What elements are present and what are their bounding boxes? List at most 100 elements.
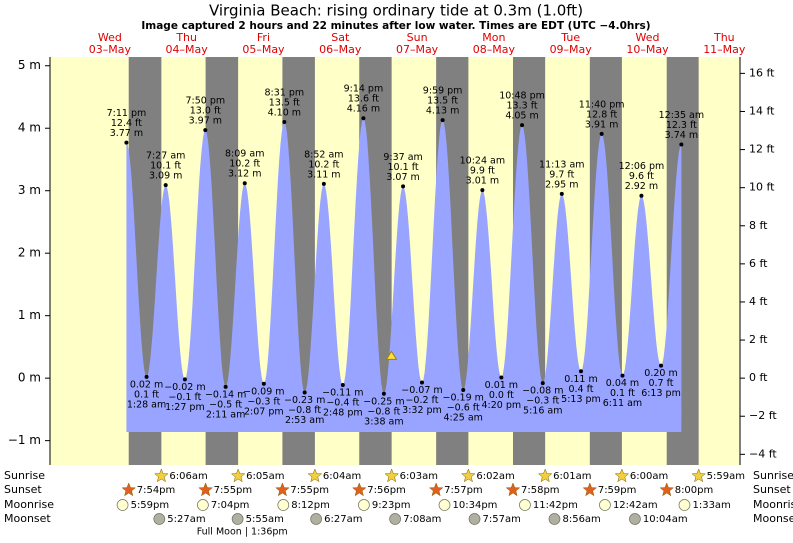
sunrise-icon: [230, 468, 246, 483]
y2-tick-label: −2 ft: [749, 409, 777, 422]
tide-point: [419, 380, 424, 385]
moonset-time: 7:08am: [403, 514, 441, 525]
tide-label: 12:35 am: [659, 110, 704, 121]
tide-point: [461, 388, 466, 393]
y2-tick-label: −4 ft: [749, 447, 777, 460]
moonrise-icon: [197, 499, 209, 511]
tide-point: [182, 377, 187, 382]
sunset-time: 7:55pm: [214, 485, 253, 496]
day-date: 11–May: [703, 43, 746, 56]
tide-point: [579, 369, 584, 374]
tide-label: 10.2 ft: [229, 159, 260, 170]
tide-label: 10.1 ft: [388, 162, 419, 173]
tide-label: 12.3 ft: [666, 120, 697, 131]
sunrise-icon: [307, 468, 323, 483]
y2-tick-label: 2 ft: [749, 333, 768, 346]
row-label: Moonrise: [753, 498, 793, 511]
moonrise-time: 12:42am: [613, 500, 658, 511]
y2-tick-label: 8 ft: [749, 219, 768, 232]
y-tick-label: 0 m: [18, 371, 41, 385]
day-date: 05–May: [242, 43, 285, 56]
moonset-time: 10:04am: [643, 514, 688, 525]
day-name: Thu: [713, 31, 735, 44]
moonset-icon: [310, 513, 322, 525]
sunrise-time: 6:05am: [246, 471, 284, 482]
tide-label: 4:20 pm: [482, 400, 522, 411]
sunset-icon: [198, 482, 213, 497]
tide-point: [242, 181, 247, 186]
sunrise-time: 6:04am: [323, 471, 361, 482]
sunset-icon: [659, 482, 675, 497]
row-label: Moonrise: [4, 498, 54, 511]
moonrise-time: 10:34pm: [453, 500, 498, 511]
sunrise-icon: [384, 468, 399, 483]
tide-label: 2:07 pm: [244, 406, 284, 417]
tide-label: 0.4 ft: [568, 384, 593, 395]
y-tick-label: 4 m: [18, 121, 41, 135]
tide-label: 7:27 am: [146, 151, 185, 162]
y-tick-label: 3 m: [18, 183, 41, 197]
tide-point: [520, 123, 525, 128]
tide-point: [381, 391, 386, 396]
sunrise-time: 6:00am: [630, 471, 668, 482]
tide-label: 4:25 am: [444, 413, 483, 424]
tide-label: 0.01 m: [485, 380, 518, 391]
tide-label: −0.6 ft: [447, 403, 480, 414]
moonrise-icon: [116, 499, 129, 511]
moonrise-time: 9:23pm: [372, 500, 411, 511]
tide-label: 9.7 ft: [549, 169, 574, 180]
tide-label: 10.2 ft: [308, 159, 339, 170]
tide-label: 3:38 am: [364, 416, 403, 427]
sunset-icon: [582, 482, 598, 497]
tide-label: 11:40 pm: [579, 99, 625, 110]
tide-label: −0.2 ft: [405, 395, 438, 406]
chart-subtitle: Image captured 2 hours and 22 minutes af…: [141, 20, 650, 32]
tide-label: 8:31 pm: [265, 87, 305, 98]
tide-label: 3.07 m: [386, 172, 419, 183]
sunrise-icon: [691, 468, 706, 483]
tide-label: 10:24 am: [460, 156, 505, 167]
day-name: Mon: [482, 31, 505, 44]
tide-label: −0.11 m: [322, 388, 363, 399]
tide-label: −0.07 m: [401, 385, 442, 396]
tide-label: −0.19 m: [443, 393, 484, 404]
tide-label: 13.0 ft: [190, 106, 221, 117]
tide-label: 12.4 ft: [111, 118, 142, 129]
tide-point: [302, 390, 307, 395]
tide-label: 9.6 ft: [629, 171, 654, 182]
day-date: 03–May: [89, 43, 132, 56]
tide-label: −0.08 m: [522, 386, 563, 397]
moonrise-time: 7:04pm: [211, 500, 250, 511]
day-date: 09–May: [550, 43, 593, 56]
moonrise-icon: [519, 499, 531, 511]
tide-point: [361, 116, 366, 121]
tide-label: 3.97 m: [189, 116, 222, 127]
sunset-time: 7:54pm: [137, 485, 176, 496]
tide-point: [321, 181, 326, 186]
moonset-time: 5:55am: [246, 514, 284, 525]
y-tick-label: 5 m: [18, 58, 41, 72]
tide-point: [223, 384, 228, 389]
current-tide-marker: [385, 350, 398, 360]
tide-label: −0.02 m: [164, 382, 205, 393]
moonrise-time: 11:42pm: [533, 500, 578, 511]
tide-label: 3:32 pm: [402, 405, 442, 416]
tide-label: 0.0 ft: [489, 390, 514, 401]
moonset-time: 8:56am: [562, 514, 600, 525]
chart-title: Virginia Beach: rising ordinary tide at …: [209, 2, 583, 20]
tide-label: 3.09 m: [149, 171, 182, 182]
tide-label: 0.02 m: [130, 379, 163, 390]
day-date: 04–May: [166, 43, 209, 56]
tide-label: −0.25 m: [363, 396, 404, 407]
sunset-icon: [351, 482, 367, 497]
sunrise-time: 6:01am: [553, 471, 591, 482]
tide-label: 0.04 m: [606, 378, 639, 389]
tide-label: 7:50 pm: [185, 96, 225, 107]
row-label: Sunset: [753, 483, 791, 496]
tide-label: 13.5 ft: [427, 96, 458, 107]
tide-point: [144, 374, 149, 379]
sunset-time: 7:56pm: [367, 485, 406, 496]
tide-label: 0.20 m: [644, 368, 677, 379]
